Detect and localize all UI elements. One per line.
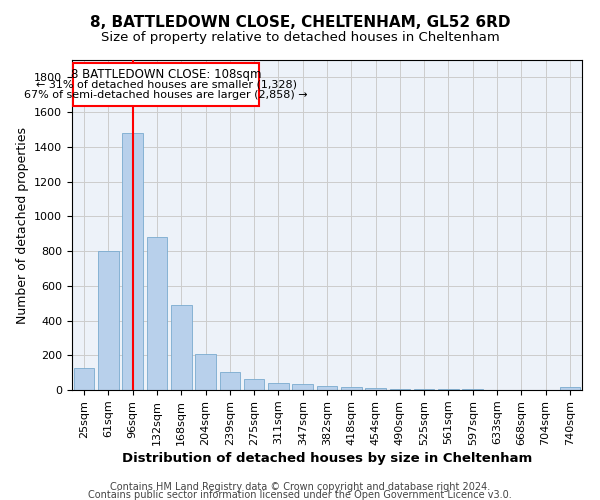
Bar <box>560 388 580 390</box>
Bar <box>292 384 313 390</box>
Bar <box>244 378 265 390</box>
Text: ← 31% of detached houses are smaller (1,328): ← 31% of detached houses are smaller (1,… <box>35 80 296 90</box>
Text: Contains public sector information licensed under the Open Government Licence v3: Contains public sector information licen… <box>88 490 512 500</box>
Bar <box>171 305 191 390</box>
Bar <box>98 251 119 390</box>
Bar <box>365 388 386 390</box>
X-axis label: Distribution of detached houses by size in Cheltenham: Distribution of detached houses by size … <box>122 452 532 464</box>
Bar <box>317 386 337 390</box>
FancyBboxPatch shape <box>73 64 259 106</box>
Text: Contains HM Land Registry data © Crown copyright and database right 2024.: Contains HM Land Registry data © Crown c… <box>110 482 490 492</box>
Bar <box>341 386 362 390</box>
Text: 67% of semi-detached houses are larger (2,858) →: 67% of semi-detached houses are larger (… <box>24 90 308 101</box>
Bar <box>389 388 410 390</box>
Bar <box>74 368 94 390</box>
Y-axis label: Number of detached properties: Number of detached properties <box>16 126 29 324</box>
Bar <box>268 383 289 390</box>
Bar <box>220 372 240 390</box>
Bar <box>146 237 167 390</box>
Bar <box>414 389 434 390</box>
Bar <box>195 354 216 390</box>
Text: Size of property relative to detached houses in Cheltenham: Size of property relative to detached ho… <box>101 31 499 44</box>
Text: 8, BATTLEDOWN CLOSE, CHELTENHAM, GL52 6RD: 8, BATTLEDOWN CLOSE, CHELTENHAM, GL52 6R… <box>90 15 510 30</box>
Text: 8 BATTLEDOWN CLOSE: 108sqm: 8 BATTLEDOWN CLOSE: 108sqm <box>71 68 262 80</box>
Bar <box>122 133 143 390</box>
